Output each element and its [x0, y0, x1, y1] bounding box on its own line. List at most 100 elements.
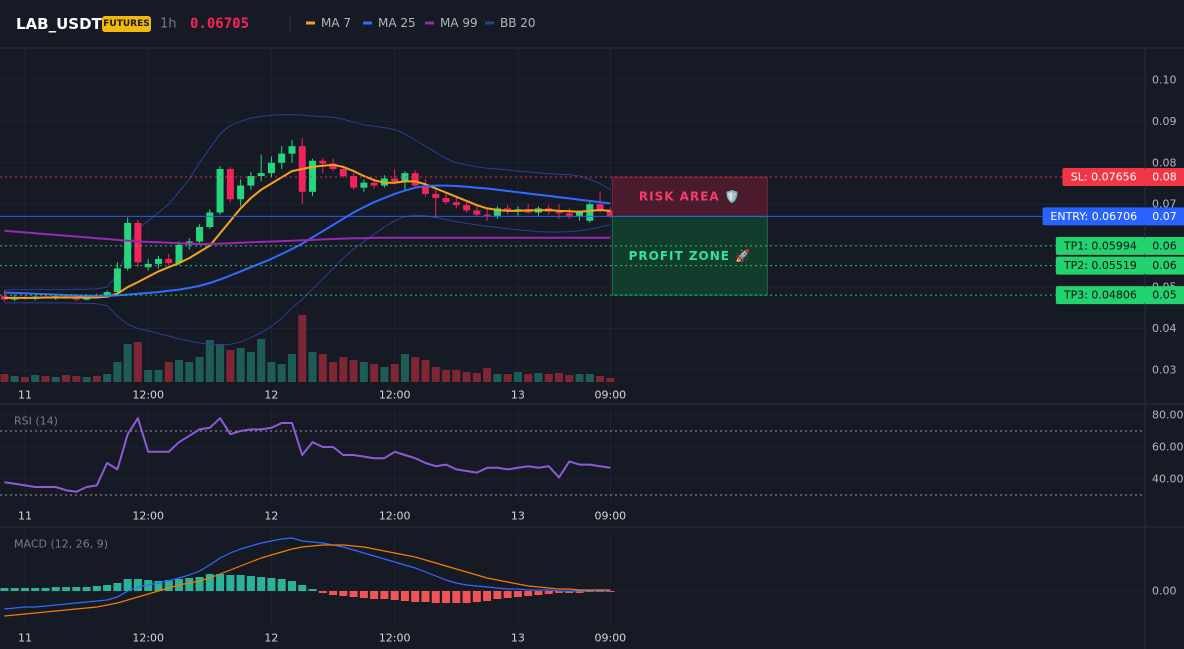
- y-tick-label: 0.04: [1152, 322, 1177, 335]
- volume-bar: [113, 362, 122, 382]
- candle-body: [596, 204, 604, 211]
- histogram-bar: [205, 574, 214, 591]
- histogram-bar: [185, 578, 194, 591]
- volume-bar: [205, 340, 214, 382]
- histogram-bar: [154, 581, 163, 591]
- y-tick-label: 0.09: [1152, 115, 1177, 128]
- histogram-bar: [0, 588, 9, 591]
- candle-body: [463, 205, 471, 211]
- axis-tag: [1145, 236, 1184, 255]
- candle-body: [144, 263, 152, 268]
- volume-bar: [62, 375, 71, 382]
- candle-body: [267, 162, 275, 174]
- volume-bar: [554, 373, 563, 382]
- histogram-bar: [82, 587, 91, 591]
- candle-body: [278, 153, 286, 163]
- volume-bar: [431, 367, 440, 382]
- x-tick-label: 12:00: [132, 389, 164, 402]
- candle-body: [247, 176, 255, 186]
- candle-body: [504, 208, 512, 212]
- histogram-bar: [442, 591, 451, 603]
- histogram-bar: [503, 591, 512, 598]
- volume-bar: [287, 354, 296, 382]
- x-tick-label: 12:00: [379, 632, 411, 645]
- volume-bar: [175, 360, 184, 382]
- candle-body: [401, 173, 409, 182]
- histogram-bar: [329, 591, 338, 595]
- candle-body: [555, 211, 563, 214]
- volume-bar: [503, 374, 512, 382]
- level-label: TP1: 0.05994: [1063, 239, 1137, 252]
- volume-bar: [472, 373, 481, 382]
- interval[interactable]: 1h: [160, 17, 177, 32]
- volume-bar: [123, 344, 132, 382]
- y-tick-label: 0.08: [1152, 156, 1177, 169]
- level-label: TP2: 0.05519: [1063, 259, 1137, 272]
- histogram-bar: [370, 591, 379, 599]
- histogram-bar: [195, 577, 204, 591]
- zone: [611, 176, 768, 217]
- volume-bar: [596, 376, 605, 382]
- candle-body: [206, 212, 214, 228]
- histogram-bar: [483, 591, 492, 601]
- candle-body: [257, 173, 265, 177]
- candle-body: [237, 185, 245, 200]
- volume-bar: [41, 376, 50, 382]
- volume-bar: [298, 315, 307, 382]
- symbol: LAB_USDT: [16, 15, 103, 33]
- x-tick-label: 13: [511, 632, 525, 645]
- histogram-bar: [349, 591, 358, 597]
- volume-bar: [565, 375, 574, 382]
- volume-bar: [82, 377, 91, 382]
- x-tick-label: 12:00: [132, 510, 164, 523]
- candle-body: [442, 198, 450, 203]
- candle-body: [370, 182, 378, 186]
- volume-bar: [216, 344, 225, 382]
- legend-label: MA 25: [378, 16, 416, 30]
- volume-bar: [534, 373, 543, 382]
- volume-bar: [329, 362, 338, 382]
- moving-average: [4, 229, 611, 245]
- candle-body: [124, 222, 132, 269]
- volume-bar: [92, 376, 101, 382]
- axis-tag: [1145, 256, 1184, 275]
- candle-body: [216, 169, 224, 213]
- candle-body: [113, 268, 121, 293]
- histogram-bar: [51, 587, 60, 591]
- histogram-bar: [400, 591, 409, 601]
- volume-bar: [103, 374, 112, 382]
- y-tick-label: 0.03: [1152, 363, 1177, 376]
- volume-bar: [133, 342, 142, 382]
- volume-bar: [421, 360, 430, 382]
- macd-line: [4, 544, 611, 617]
- badge-bg: [102, 16, 151, 32]
- x-tick-label: 13: [511, 510, 525, 523]
- histogram-bar: [41, 588, 50, 591]
- candle-body: [493, 208, 501, 216]
- histogram-bar: [226, 575, 235, 591]
- candle-body: [154, 258, 162, 264]
- x-tick-label: 09:00: [594, 510, 626, 523]
- bb-lower: [4, 214, 611, 346]
- histogram-bar: [92, 586, 101, 591]
- axis-tag: [1145, 168, 1184, 187]
- volume-bar: [380, 367, 389, 382]
- volume-bar: [400, 354, 409, 382]
- legend-label: BB 20: [500, 16, 536, 30]
- x-tick-label: 12:00: [379, 510, 411, 523]
- histogram-bar: [462, 591, 471, 603]
- histogram-bar: [62, 587, 71, 591]
- candle-body: [319, 160, 327, 164]
- rsi-line: [4, 417, 611, 493]
- volume-bar: [359, 362, 368, 382]
- candle-body: [360, 182, 368, 188]
- candle-body: [165, 258, 173, 264]
- histogram-bar: [257, 577, 266, 591]
- histogram-bar: [411, 591, 420, 602]
- histogram-bar: [236, 575, 245, 591]
- volume-bar: [493, 374, 502, 382]
- histogram-bar: [513, 591, 522, 597]
- histogram-bar: [133, 579, 142, 591]
- volume-bar: [154, 370, 163, 382]
